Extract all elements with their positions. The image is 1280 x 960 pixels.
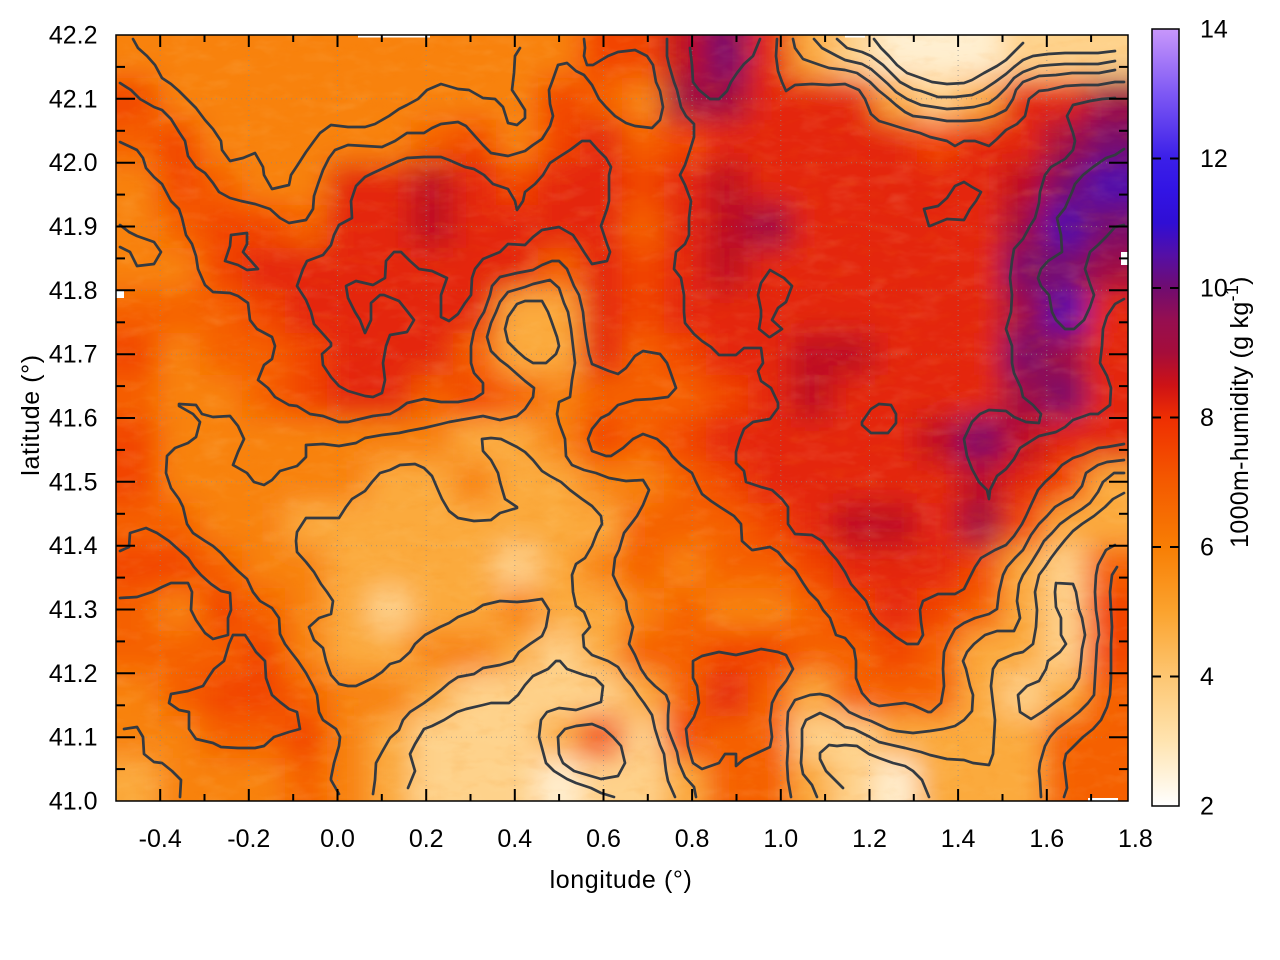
svg-text:14: 14 — [1200, 16, 1228, 44]
svg-text:41.1: 41.1 — [49, 724, 98, 752]
svg-text:1.0: 1.0 — [763, 825, 798, 853]
svg-text:1.8: 1.8 — [1118, 825, 1153, 853]
svg-text:latitude (°): latitude (°) — [17, 354, 45, 475]
svg-text:41.9: 41.9 — [49, 213, 98, 241]
svg-text:10: 10 — [1200, 275, 1228, 303]
svg-text:41.0: 41.0 — [49, 788, 98, 816]
svg-text:41.6: 41.6 — [49, 405, 98, 433]
svg-text:41.8: 41.8 — [49, 277, 98, 305]
svg-text:6: 6 — [1200, 534, 1214, 562]
svg-text:41.5: 41.5 — [49, 468, 98, 496]
svg-text:-0.2: -0.2 — [227, 825, 270, 853]
svg-text:41.3: 41.3 — [49, 596, 98, 624]
svg-text:1.2: 1.2 — [852, 825, 887, 853]
svg-text:2: 2 — [1200, 793, 1214, 821]
svg-text:0.2: 0.2 — [409, 825, 444, 853]
svg-text:0.4: 0.4 — [497, 825, 532, 853]
svg-text:longitude (°): longitude (°) — [550, 866, 693, 894]
svg-text:0.8: 0.8 — [675, 825, 710, 853]
svg-text:0.0: 0.0 — [320, 825, 355, 853]
svg-text:1.4: 1.4 — [941, 825, 976, 853]
svg-text:41.2: 41.2 — [49, 660, 98, 688]
svg-text:0.6: 0.6 — [586, 825, 621, 853]
svg-text:12: 12 — [1200, 145, 1228, 173]
svg-text:1.6: 1.6 — [1029, 825, 1064, 853]
svg-text:4: 4 — [1200, 663, 1214, 691]
svg-text:42.0: 42.0 — [49, 149, 98, 177]
svg-text:41.7: 41.7 — [49, 341, 98, 369]
svg-text:8: 8 — [1200, 404, 1214, 432]
svg-text:42.2: 42.2 — [49, 22, 98, 50]
svg-text:1000m-humidity (g kg-1): 1000m-humidity (g kg-1) — [1222, 276, 1254, 548]
svg-text:-0.4: -0.4 — [139, 825, 182, 853]
svg-text:42.1: 42.1 — [49, 85, 98, 113]
svg-text:41.4: 41.4 — [49, 532, 98, 560]
